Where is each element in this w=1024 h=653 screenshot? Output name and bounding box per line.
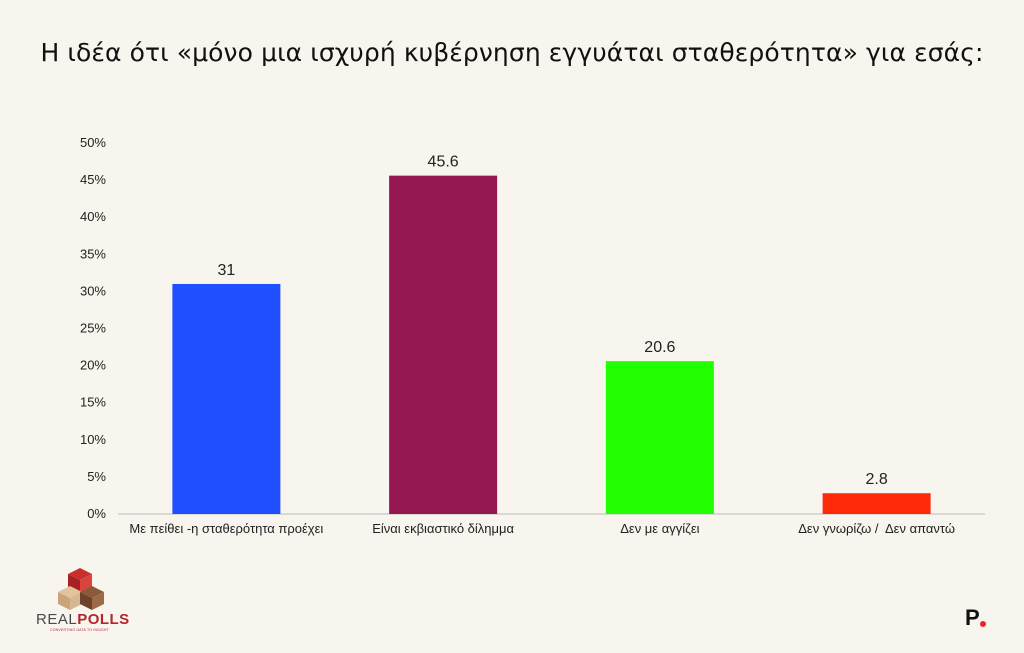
category-label: Είναι εκβιαστικό δίλημμα xyxy=(372,521,514,536)
bar-value-label: 45.6 xyxy=(428,154,459,171)
realpolls-logo xyxy=(34,568,124,638)
bar xyxy=(389,175,498,514)
bar xyxy=(605,361,714,514)
category-labels: Με πείθει -η σταθερότητα προέχει Είναι εκ… xyxy=(129,521,955,536)
logo-word-left: REAL xyxy=(36,611,78,628)
y-tick-label: 35% xyxy=(80,246,106,261)
chart-title: Η ιδέα ότι «μόνο μια ισχυρή κυβέρνηση εγ… xyxy=(40,38,984,67)
category-label: Δεν γνωρίζω / Δεν απαντώ xyxy=(798,521,955,536)
y-tick-label: 45% xyxy=(80,172,106,187)
bars xyxy=(172,175,931,514)
value-labels: 31 45.6 20.6 2.8 xyxy=(217,154,887,489)
category-label: Δεν με αγγίζει xyxy=(620,521,699,536)
y-tick-label: 30% xyxy=(80,283,106,298)
y-tick-label: 25% xyxy=(80,321,106,336)
category-label: Με πείθει -η σταθερότητα προέχει xyxy=(129,521,323,536)
y-tick-label: 20% xyxy=(80,358,106,373)
brand-dot xyxy=(980,621,986,627)
realpolls-cube-icon xyxy=(58,568,104,610)
logo-tagline: CONVERTING DATA TO INSIGHT xyxy=(50,628,109,632)
y-tick-label: 0% xyxy=(87,506,106,521)
y-tick-label: 10% xyxy=(80,432,106,447)
y-tick-label: 50% xyxy=(80,135,106,150)
bar-value-label: 20.6 xyxy=(644,339,675,356)
bar xyxy=(172,283,281,514)
y-axis-ticks: 0% 5% 10% 15% 20% 25% 30% 35% 40% 45% 50% xyxy=(80,135,106,521)
bar xyxy=(822,493,931,514)
bar-value-label: 2.8 xyxy=(866,471,888,488)
realpolls-wordmark: REALPOLLS xyxy=(36,611,130,628)
logo-word-right: POLLS xyxy=(77,611,130,628)
brand-mark: P xyxy=(965,605,980,630)
y-tick-label: 40% xyxy=(80,209,106,224)
y-tick-label: 15% xyxy=(80,395,106,410)
y-tick-label: 5% xyxy=(87,469,106,484)
bar-value-label: 31 xyxy=(217,262,235,279)
